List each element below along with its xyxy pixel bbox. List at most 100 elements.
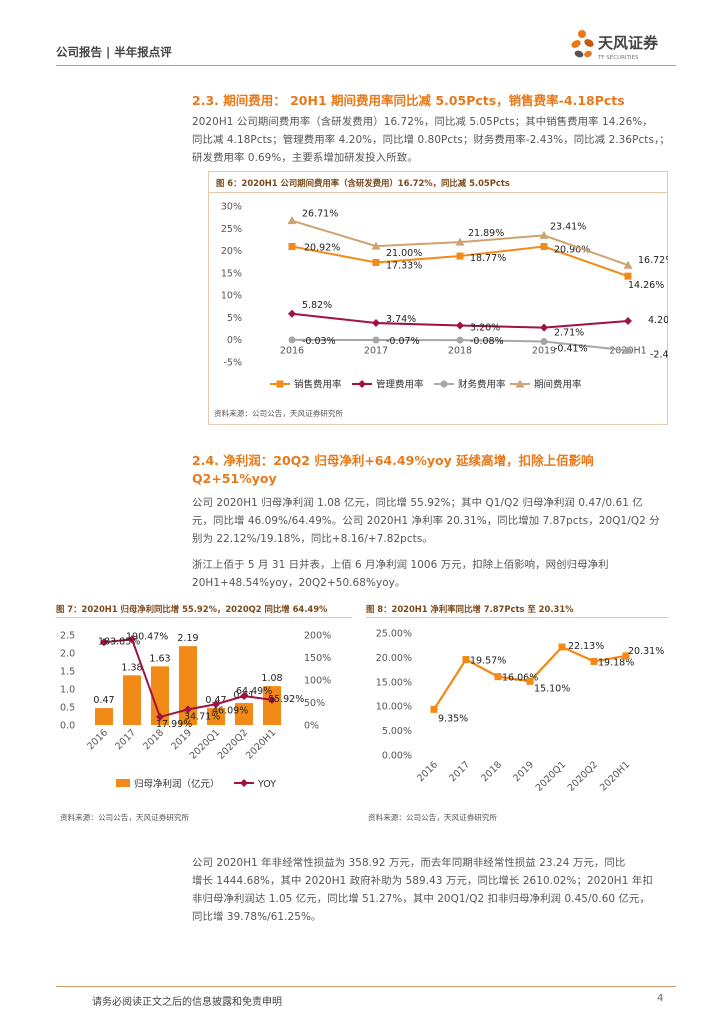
flower-icon [571,30,594,58]
y-tick-label: 0.00% [382,751,412,762]
y-tick-label: 0.0 [60,721,75,732]
data-point [624,347,632,355]
y-tick-label: 1.0 [60,685,75,696]
yoy-point [212,700,220,709]
x-tick-label: 2018 [141,727,166,752]
y-tick-label: 5.00% [382,726,412,737]
yoy-point [240,691,248,700]
y-tick-label: 0.5 [60,703,75,714]
x-tick-label: 2020Q2 [216,727,250,761]
x-tick-label: 2020Q1 [534,759,568,793]
data-point [455,237,465,246]
y-tick-label: 0% [227,335,242,346]
legend-marker [276,380,284,388]
x-tick-label: 2017 [447,759,472,784]
yoy-label: 183.85% [98,636,140,647]
data-point [371,241,381,250]
text-line: 2020H1 公司期间费用率（含研发费用）16.72%，同比减 5.05Pcts… [192,116,653,128]
text-line: 元，同比增 46.09%/64.49%。公司 2020H1 净利率 20.31%… [192,515,660,527]
data-label: 26.71% [302,209,338,220]
report-type-header: 公司报告 | 半年报点评 [56,45,172,59]
legend-marker [358,380,366,388]
data-point [288,309,296,318]
x-tick-label: 2019 [532,346,556,357]
data-point [622,652,630,660]
legend-marker [240,779,248,787]
tf-securities-logo: 天风证券 TF SECURITIES [571,30,659,61]
text-line: 公司 2020H1 年非经常性损益为 358.92 万元，而去年同期非经常性损益… [192,857,626,869]
section-2-4-paragraph-1: 公司 2020H1 归母净利润 1.08 亿元，同比增 55.92%；其中 Q1… [192,494,670,548]
section-2-3-title: 2.3. 期间费用： 20H1 期间费用率同比减 5.05Pcts，销售费率-4… [192,93,625,108]
y-tick-label: 10% [221,291,242,302]
data-point [430,705,438,713]
x-tick-label: 2019 [511,759,536,784]
bar [235,703,253,725]
data-point [372,258,380,266]
bar-label: 0.47 [93,695,114,706]
data-point [624,272,632,280]
text-line: 增长 1444.68%，其中 2020H1 政府补助为 589.43 万元，同比… [192,875,653,887]
data-point [288,336,296,344]
y-tick-label: 2.0 [60,649,75,660]
x-tick-label: 2016 [280,346,304,357]
section-2-3-paragraph: 2020H1 公司期间费用率（含研发费用）16.72%，同比减 5.05Pcts… [192,113,670,167]
x-tick-label: 2017 [113,727,138,752]
legend-label: 归母净利润（亿元） [134,778,220,790]
y-tick-label: 2.5 [60,631,75,642]
figure-7-source: 资料来源：公司公告，天风证券研究所 [60,813,190,822]
y-tick-label: 5% [227,313,242,324]
y2-tick-label: 50% [304,698,325,709]
y-tick-label: 10.00% [376,702,412,713]
data-label: 5.82% [302,300,332,311]
figure-6-source: 资料来源：公司公告，天风证券研究所 [214,409,344,418]
figure-6-frame [208,171,668,425]
text-line: 同比增 39.78%/61.25%。 [192,911,322,923]
data-point [287,216,297,225]
figure-8-title-divider [366,617,668,618]
bar-label: 1.38 [121,662,142,673]
y-tick-label: 1.5 [60,667,75,678]
data-point [558,643,566,651]
data-label: 18.77% [470,253,506,264]
bar-label: 1.08 [261,673,282,684]
non-recurring-paragraph: 公司 2020H1 年非经常性损益为 358.92 万元，而去年同期非经常性损益… [192,854,670,926]
data-point [540,323,548,332]
data-label: 22.13% [568,641,604,652]
yoy-point [100,638,108,647]
bar-label: 2.19 [177,633,198,644]
x-tick-label: 2020H1 [598,759,632,793]
data-point [624,316,632,325]
figure-7-chart: 2.5 2.0 1.5 1.0 0.5 0.0 200% 150% 100% 50% 0% 0.47 1… [60,631,331,791]
legend-marker [440,380,448,388]
x-tick-label: 2020H1 [244,727,278,761]
logo-cn-text: 天风证券 [598,34,659,52]
yoy-label: 34.71% [184,711,220,722]
yoy-point [184,705,192,714]
data-label: 23.41% [550,221,586,232]
data-label: 14.26% [628,280,664,291]
yoy-label: 17.99% [156,719,192,730]
text-line: 浙江上佰于 5 月 31 日并表，上佰 6 月净利润 1006 万元，扣除上佰影… [192,559,609,571]
data-label: 16.72% [638,255,668,266]
y-tick-label: 25% [221,224,242,235]
y-tick-label: 30% [221,202,242,213]
footer-divider [56,986,676,987]
data-label: -0.08% [470,336,504,347]
data-point [494,673,502,681]
y2-tick-label: 0% [304,721,319,732]
data-point [456,252,464,260]
data-label: 21.89% [468,228,504,239]
figure-7-title: 图 7：2020H1 归母净利同比增 55.92%，2020Q2 同比增 64.… [56,604,328,614]
legend-label: 管理费用率 [376,379,424,391]
figure-6-chart: 30% 25% 20% 15% 10% 5% 0% -5% 2016 2017 2018 2019 20… [221,202,668,391]
bar [123,675,141,725]
yoy-label: 64.49% [236,686,272,697]
data-label: -0.03% [302,336,336,347]
data-label: 21.00% [386,248,422,259]
data-label: 4.20% [648,315,668,326]
y-tick-label: 20.00% [376,653,412,664]
data-label: -0.41% [554,344,588,355]
yoy-label: 46.09% [212,705,248,716]
x-tick-label: 2017 [364,346,388,357]
data-label: -0.07% [386,336,420,347]
